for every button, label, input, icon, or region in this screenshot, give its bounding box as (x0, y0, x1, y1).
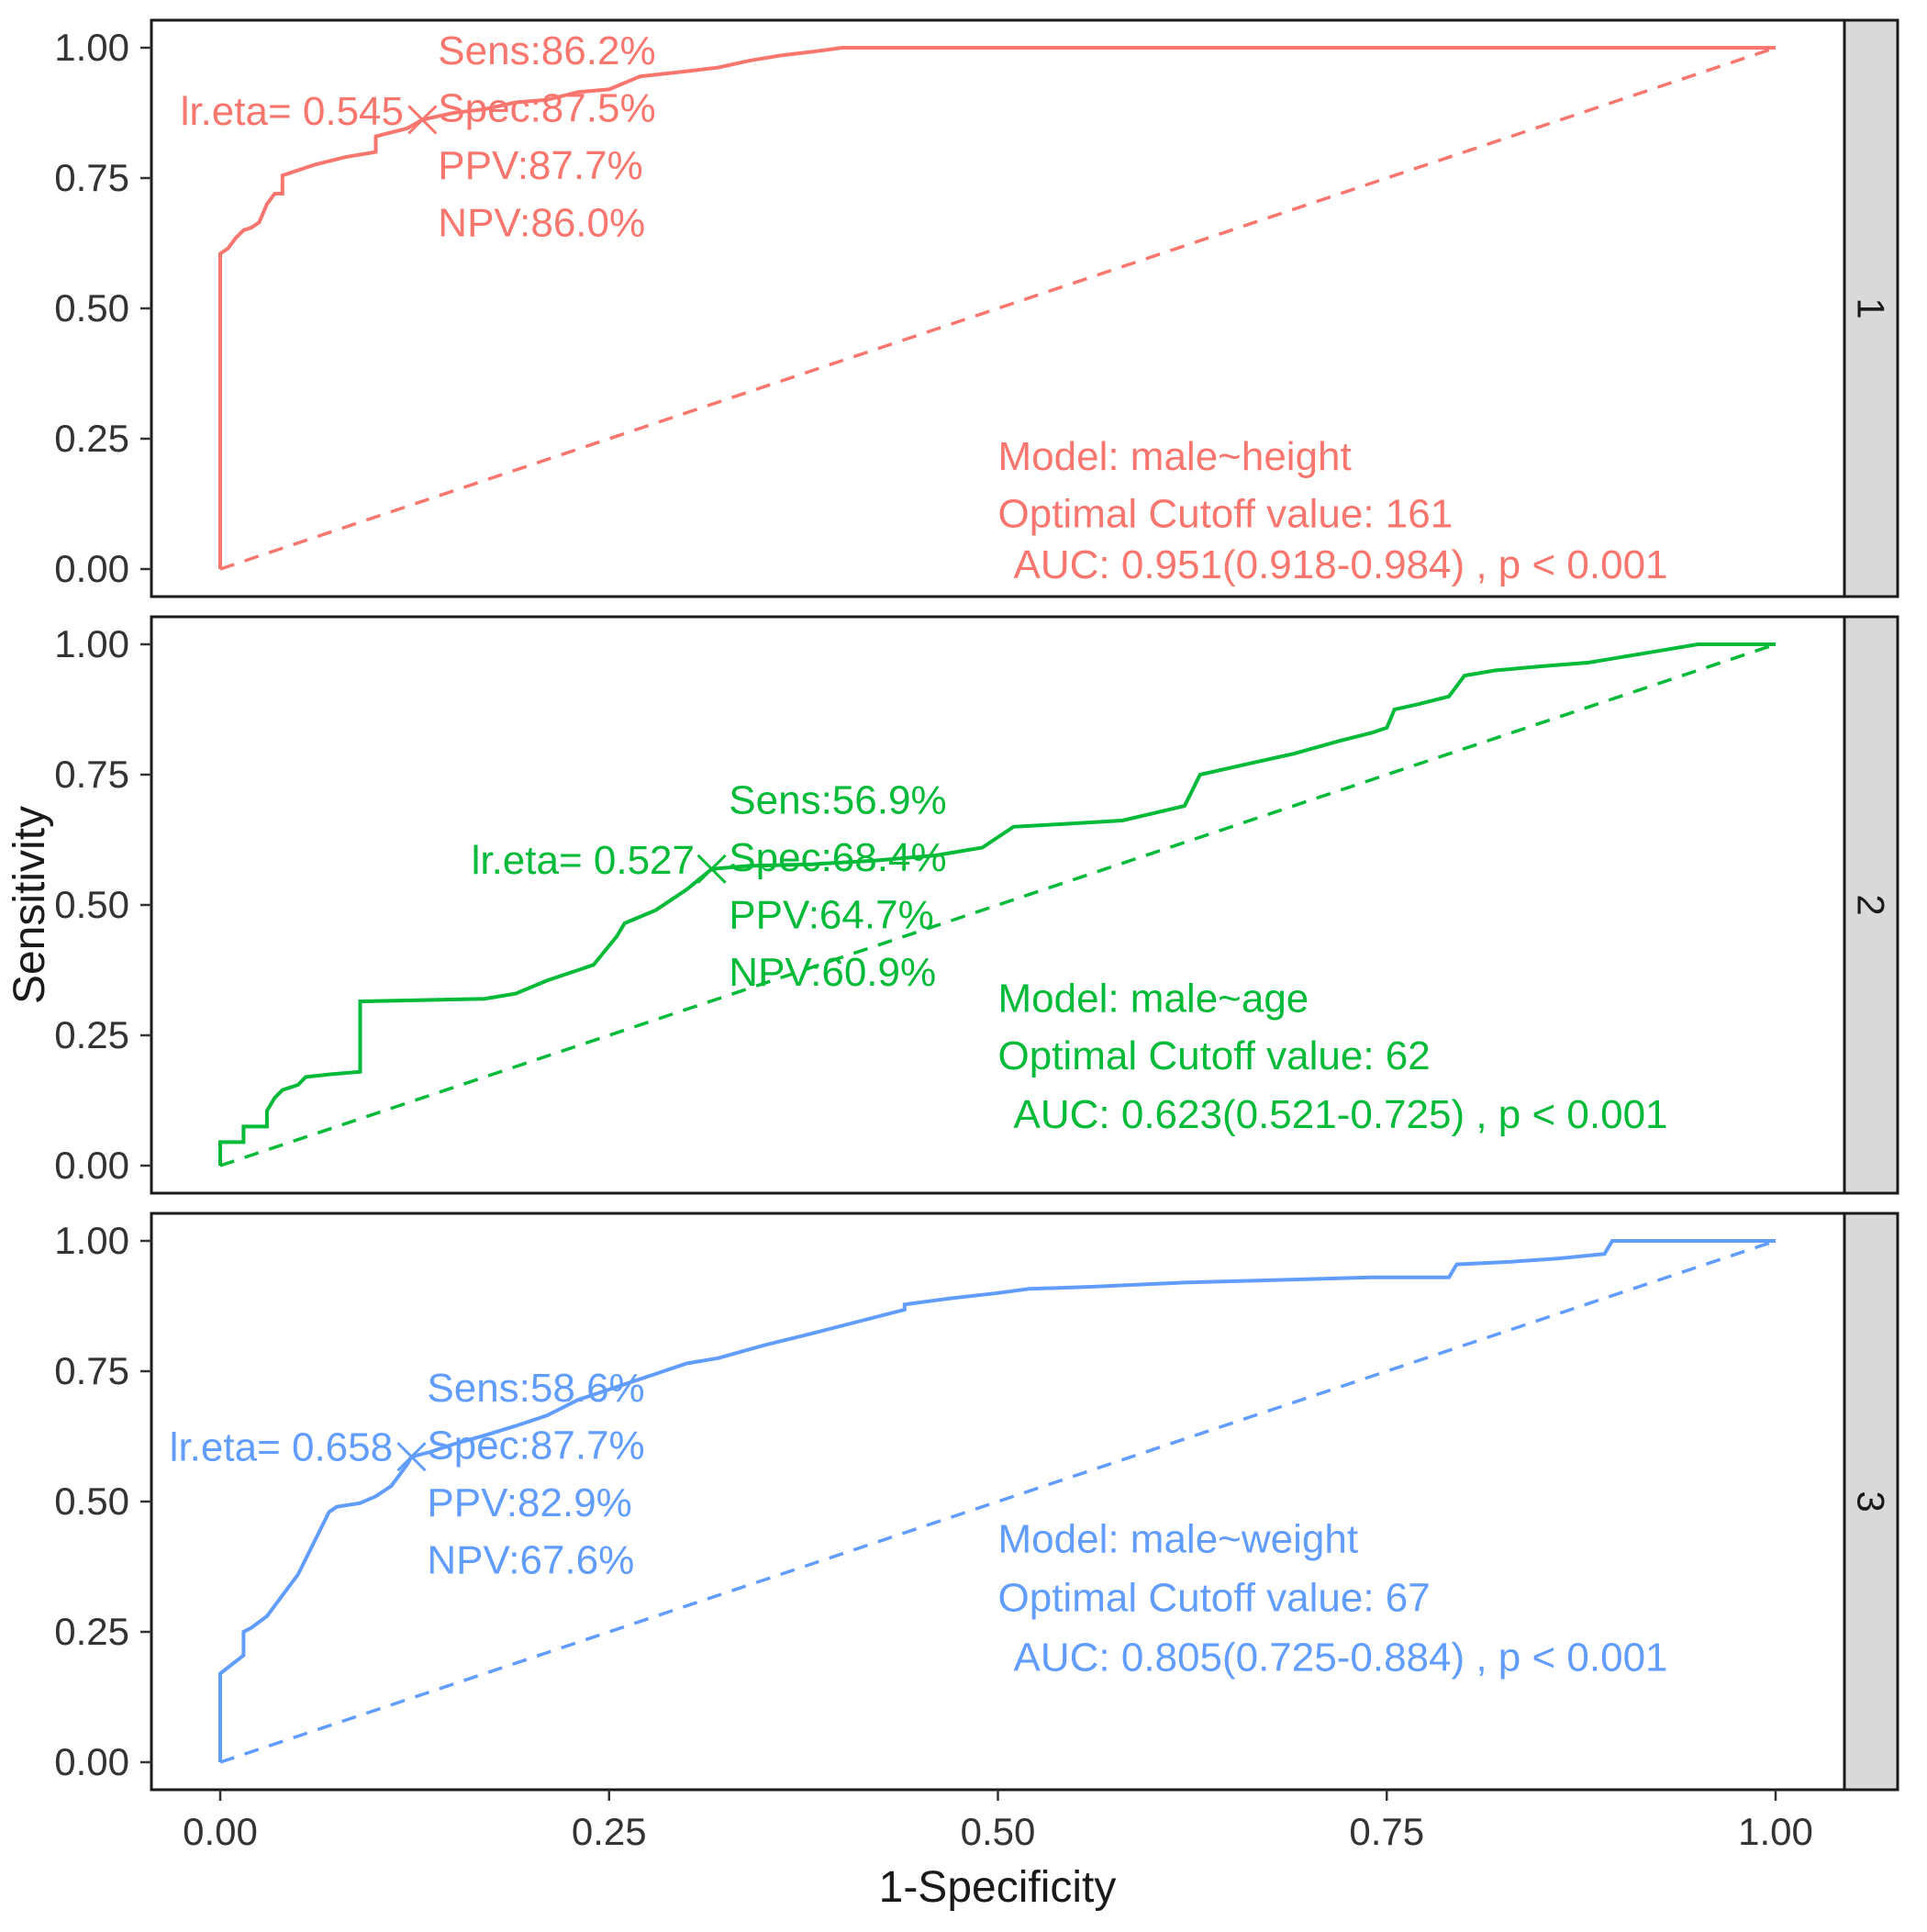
y-tick-label: 0.50 (54, 286, 129, 329)
panel-content: lr.eta= 0.658 Sens:58.6% Spec:87.7% PPV:82.… (170, 1239, 1777, 1764)
annotation-lr-eta: lr.eta= 0.658 (170, 1425, 393, 1470)
annotation-auc: AUC: 0.951(0.918-0.984) , p < 0.001 (1014, 542, 1668, 587)
y-tick-label: 1.00 (54, 1219, 129, 1262)
panel-content: lr.eta= 0.527 Sens:56.9% Spec:68.4% PPV:64.… (218, 642, 1777, 1167)
cutoff-marker-stroke-2 (696, 854, 727, 884)
annotation-model: Model: male~height (998, 434, 1352, 479)
y-tick-label: 0.75 (54, 156, 129, 199)
y-tick-label: 0.75 (54, 1349, 129, 1392)
panel-background (150, 615, 1846, 1195)
annotation-cutoff: Optimal Cutoff value: 67 (998, 1575, 1431, 1620)
facet-strip-label: 2 (1850, 894, 1893, 915)
roc-curve (218, 46, 1776, 569)
annotation-npv: NPV:60.9% (729, 950, 936, 995)
annotation-sens: Sens:58.6% (427, 1366, 644, 1411)
y-tick-label: 1.00 (54, 26, 129, 69)
facet-strip-label: 1 (1850, 297, 1893, 318)
annotation-spec: Spec:87.5% (438, 86, 655, 131)
facet-strip (1843, 18, 1899, 598)
annotation-cutoff: Optimal Cutoff value: 161 (998, 492, 1454, 537)
y-tick-label: 0.25 (54, 1610, 129, 1653)
annotation-npv: NPV:86.0% (438, 201, 645, 246)
cutoff-marker (407, 105, 438, 135)
panel-content: lr.eta= 0.545 Sens:86.2% Spec:87.5% PPV:87.… (181, 28, 1777, 587)
annotation-npv: NPV:67.6% (427, 1537, 634, 1582)
annotation-lr-eta: lr.eta= 0.545 (181, 89, 404, 134)
x-tick-label: 0.50 (961, 1810, 1036, 1853)
roc-curve (218, 642, 1776, 1166)
roc-curve (218, 1239, 1776, 1762)
cutoff-marker-stroke-2 (396, 1442, 427, 1472)
y-tick-label: 0.75 (54, 753, 129, 796)
reference-diagonal (219, 642, 1777, 1167)
annotation-cutoff: Optimal Cutoff value: 62 (998, 1033, 1431, 1078)
y-tick-label: 0.00 (54, 547, 129, 590)
x-axis-title: 1-Specificity (879, 1863, 1117, 1912)
y-tick-label: 0.25 (54, 417, 129, 460)
annotation-sens: Sens:56.9% (729, 778, 946, 823)
annotation-sens: Sens:86.2% (438, 28, 655, 73)
annotation-model: Model: male~age (998, 976, 1309, 1021)
y-tick-label: 0.50 (54, 1480, 129, 1523)
roc-panel-2: lr.eta= 0.527 Sens:56.9% Spec:68.4% PPV:64.… (54, 615, 1899, 1195)
cutoff-marker (696, 854, 727, 884)
cutoff-marker-stroke-2 (407, 105, 438, 135)
y-tick-label: 1.00 (54, 622, 129, 665)
facet-strip-label: 3 (1850, 1491, 1893, 1512)
annotation-ppv: PPV:64.7% (729, 893, 933, 938)
x-tick-label: 0.25 (572, 1810, 647, 1853)
x-tick-label: 0.75 (1349, 1810, 1424, 1853)
panels-group: lr.eta= 0.545 Sens:86.2% Spec:87.5% PPV:87.… (54, 18, 1899, 1853)
annotation-lr-eta: lr.eta= 0.527 (472, 838, 695, 883)
roc-panel-3: lr.eta= 0.658 Sens:58.6% Spec:87.7% PPV:82.… (54, 1212, 1899, 1792)
annotation-spec: Spec:68.4% (729, 835, 946, 880)
cutoff-marker (396, 1442, 427, 1472)
x-tick-label: 1.00 (1738, 1810, 1813, 1853)
facet-strip (1843, 1212, 1899, 1792)
y-tick-label: 0.25 (54, 1013, 129, 1056)
y-axis-title: Sensitivity (6, 806, 54, 1004)
annotation-spec: Spec:87.7% (427, 1423, 644, 1468)
annotation-ppv: PPV:82.9% (427, 1480, 631, 1525)
x-tick-label: 0.00 (183, 1810, 258, 1853)
y-tick-label: 0.00 (54, 1740, 129, 1783)
roc-panel-1: lr.eta= 0.545 Sens:86.2% Spec:87.5% PPV:87.… (54, 18, 1899, 598)
annotation-auc: AUC: 0.623(0.521-0.725) , p < 0.001 (1014, 1092, 1668, 1137)
y-tick-label: 0.00 (54, 1144, 129, 1187)
facet-strip (1843, 615, 1899, 1195)
annotation-model: Model: male~weight (998, 1517, 1359, 1562)
annotation-auc: AUC: 0.805(0.725-0.884) , p < 0.001 (1014, 1636, 1668, 1681)
reference-diagonal (219, 1239, 1777, 1764)
y-tick-label: 0.50 (54, 883, 129, 926)
annotation-ppv: PPV:87.7% (438, 143, 642, 188)
reference-diagonal (219, 46, 1777, 571)
panel-background (150, 1212, 1846, 1792)
